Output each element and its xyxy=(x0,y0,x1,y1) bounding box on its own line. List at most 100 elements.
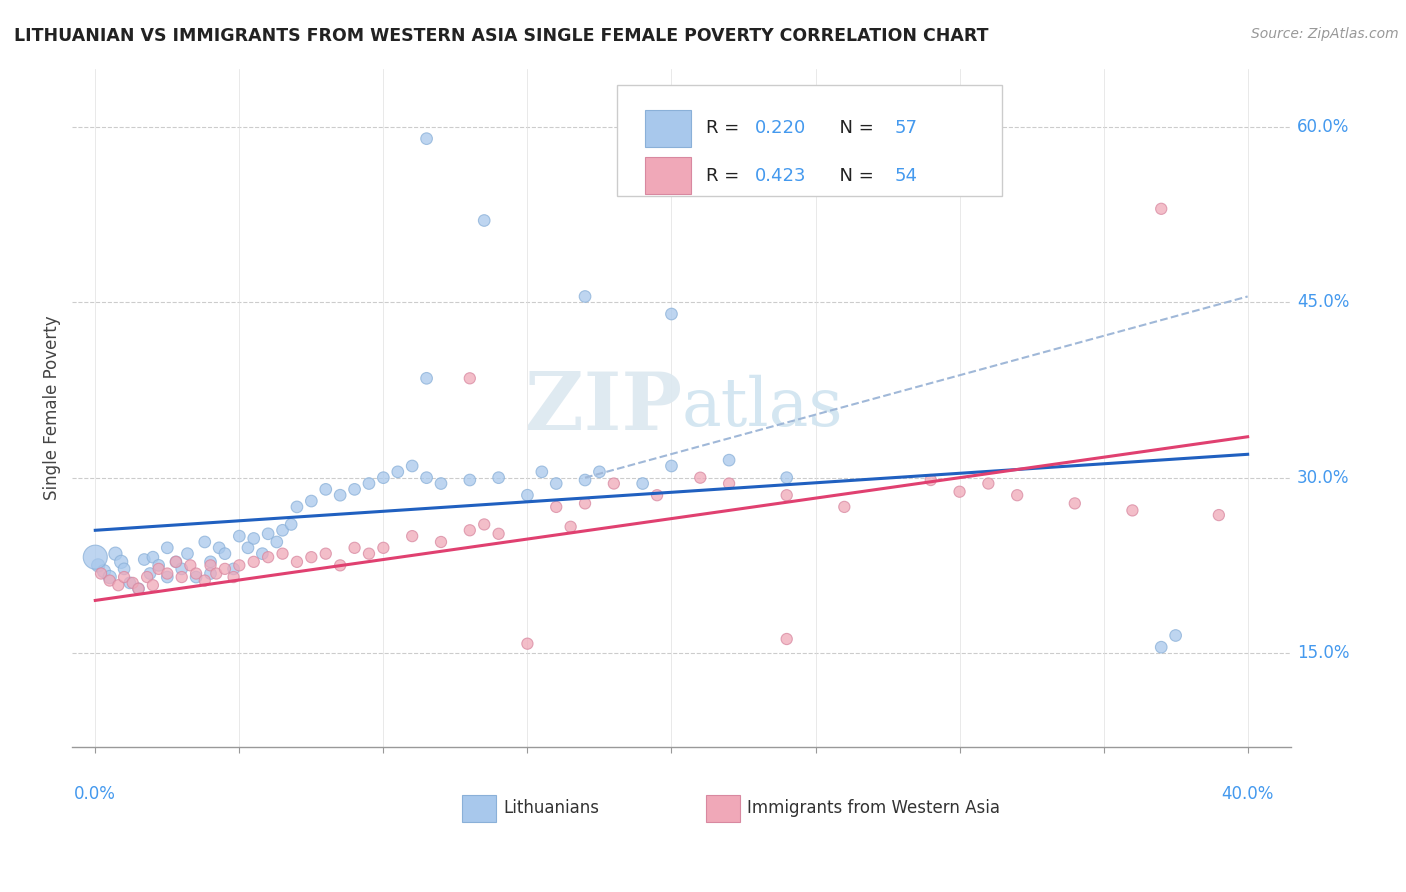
Point xyxy=(222,570,245,584)
Point xyxy=(165,555,187,569)
Point xyxy=(121,575,143,590)
Point xyxy=(176,547,198,561)
FancyBboxPatch shape xyxy=(617,85,1002,196)
Point xyxy=(170,570,193,584)
Point xyxy=(93,564,115,578)
Point xyxy=(257,526,280,541)
FancyBboxPatch shape xyxy=(463,796,496,822)
Point xyxy=(718,476,741,491)
Point xyxy=(128,582,150,596)
Point xyxy=(184,566,207,581)
Point xyxy=(689,471,711,485)
Point xyxy=(458,473,481,487)
Point xyxy=(228,529,250,543)
Point xyxy=(107,578,129,592)
Point xyxy=(156,566,179,581)
Point xyxy=(401,529,423,543)
Y-axis label: Single Female Poverty: Single Female Poverty xyxy=(44,315,60,500)
Point xyxy=(148,562,170,576)
Point xyxy=(574,289,596,303)
Point xyxy=(142,550,165,565)
Point xyxy=(834,500,856,514)
Point xyxy=(139,566,162,581)
Point xyxy=(87,558,110,573)
Point xyxy=(948,484,970,499)
Point xyxy=(179,558,201,573)
Text: LITHUANIAN VS IMMIGRANTS FROM WESTERN ASIA SINGLE FEMALE POVERTY CORRELATION CHA: LITHUANIAN VS IMMIGRANTS FROM WESTERN AS… xyxy=(14,27,988,45)
Point xyxy=(228,558,250,573)
Point xyxy=(1150,202,1173,216)
Point xyxy=(1208,508,1230,522)
Point xyxy=(200,555,222,569)
Point xyxy=(98,574,121,588)
Text: 57: 57 xyxy=(894,120,918,137)
Point xyxy=(271,523,294,537)
Text: 45.0%: 45.0% xyxy=(1296,293,1350,311)
Point xyxy=(1005,488,1028,502)
Point xyxy=(136,570,159,584)
Point xyxy=(285,500,308,514)
Point xyxy=(472,517,495,532)
Point xyxy=(661,307,683,321)
Text: Source: ZipAtlas.com: Source: ZipAtlas.com xyxy=(1251,27,1399,41)
Point xyxy=(415,371,437,385)
Point xyxy=(194,535,217,549)
Point xyxy=(546,476,568,491)
Point xyxy=(252,547,274,561)
Point xyxy=(84,550,107,565)
Point xyxy=(430,535,453,549)
Point xyxy=(588,465,610,479)
Point xyxy=(214,547,236,561)
Point xyxy=(776,488,799,502)
Point xyxy=(357,547,380,561)
Point xyxy=(560,520,582,534)
Text: R =: R = xyxy=(706,120,745,137)
Point xyxy=(236,541,259,555)
FancyBboxPatch shape xyxy=(645,110,692,147)
Point xyxy=(1121,503,1143,517)
Point xyxy=(1063,496,1085,510)
Point xyxy=(329,558,352,573)
Point xyxy=(148,558,170,573)
Point xyxy=(165,555,187,569)
Point xyxy=(90,566,112,581)
Point xyxy=(1150,640,1173,655)
Point xyxy=(343,483,366,497)
Point xyxy=(516,488,538,502)
Point xyxy=(430,476,453,491)
Text: Lithuanians: Lithuanians xyxy=(503,798,599,816)
Point xyxy=(142,578,165,592)
Point xyxy=(104,547,127,561)
Text: Immigrants from Western Asia: Immigrants from Western Asia xyxy=(748,798,1000,816)
Point xyxy=(118,575,141,590)
Point xyxy=(299,494,322,508)
Point xyxy=(222,562,245,576)
Point xyxy=(415,471,437,485)
Point xyxy=(530,465,553,479)
Point xyxy=(156,570,179,584)
Text: 40.0%: 40.0% xyxy=(1222,786,1274,804)
Point xyxy=(266,535,288,549)
Point xyxy=(401,458,423,473)
Text: N =: N = xyxy=(828,167,879,185)
FancyBboxPatch shape xyxy=(706,796,740,822)
Point xyxy=(184,570,207,584)
Point xyxy=(257,550,280,565)
Point xyxy=(280,517,302,532)
Text: atlas: atlas xyxy=(682,375,844,440)
FancyBboxPatch shape xyxy=(645,157,692,194)
Text: 30.0%: 30.0% xyxy=(1296,468,1350,487)
Point xyxy=(242,555,264,569)
Point xyxy=(112,570,135,584)
Text: 0.220: 0.220 xyxy=(755,120,806,137)
Point xyxy=(112,562,135,576)
Point xyxy=(415,131,437,145)
Point xyxy=(645,488,668,502)
Point xyxy=(472,213,495,227)
Point xyxy=(977,476,1000,491)
Text: ZIP: ZIP xyxy=(524,368,682,447)
Point xyxy=(194,574,217,588)
Point xyxy=(776,632,799,646)
Point xyxy=(458,523,481,537)
Point xyxy=(488,526,510,541)
